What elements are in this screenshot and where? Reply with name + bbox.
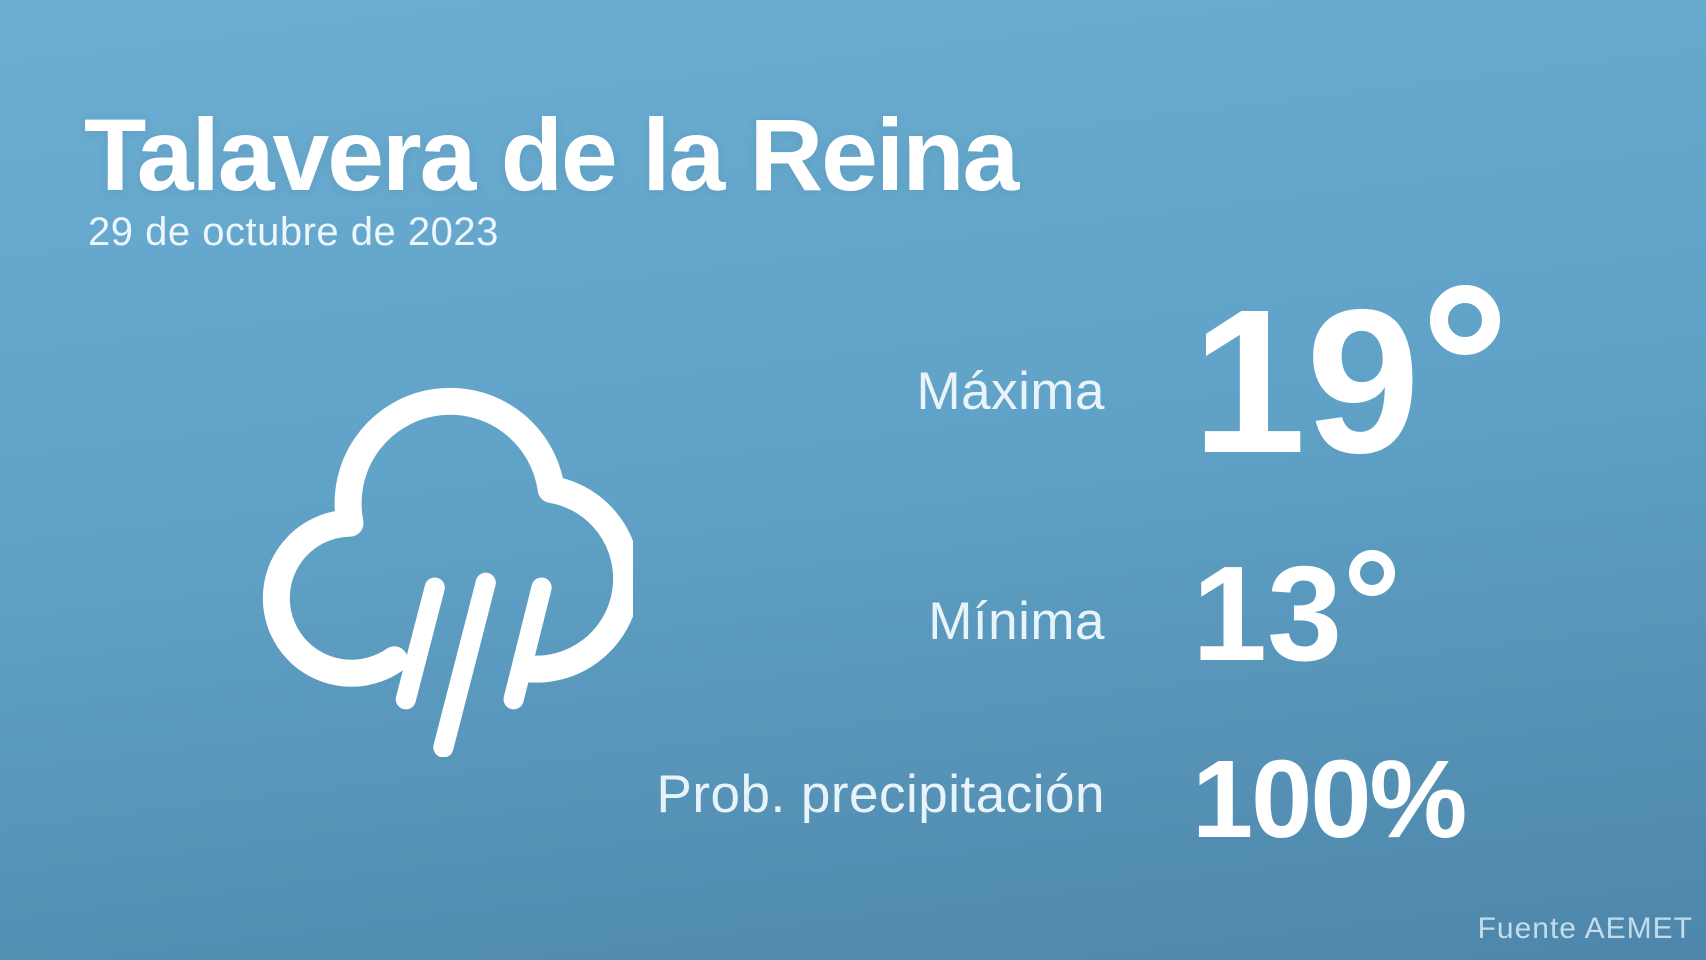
min-temp-number: 13 [1192, 538, 1343, 689]
precip-number: 100% [1192, 738, 1467, 861]
precip-value: 100% [1192, 738, 1467, 861]
min-temp-label: Mínima [928, 592, 1105, 651]
source-attribution: Fuente AEMET [1477, 912, 1693, 945]
rain-streak-left [395, 577, 445, 710]
degree-symbol [1348, 550, 1395, 596]
rain-streak-middle [433, 572, 496, 758]
date-text: 29 de octubre de 2023 [88, 210, 499, 254]
cloud-rain-icon [248, 372, 641, 758]
rain-streak-right [503, 577, 552, 710]
cloud-outline [262, 387, 641, 687]
max-temp-label: Máxima [916, 362, 1105, 421]
precip-label: Prob. precipitación [656, 765, 1105, 824]
min-temp-value: 13 [1192, 546, 1395, 681]
page-title: Talavera de la Reina [84, 98, 1019, 212]
degree-symbol [1430, 285, 1500, 355]
max-temp-number: 19 [1192, 267, 1421, 496]
max-temp-value: 19 [1192, 279, 1500, 484]
